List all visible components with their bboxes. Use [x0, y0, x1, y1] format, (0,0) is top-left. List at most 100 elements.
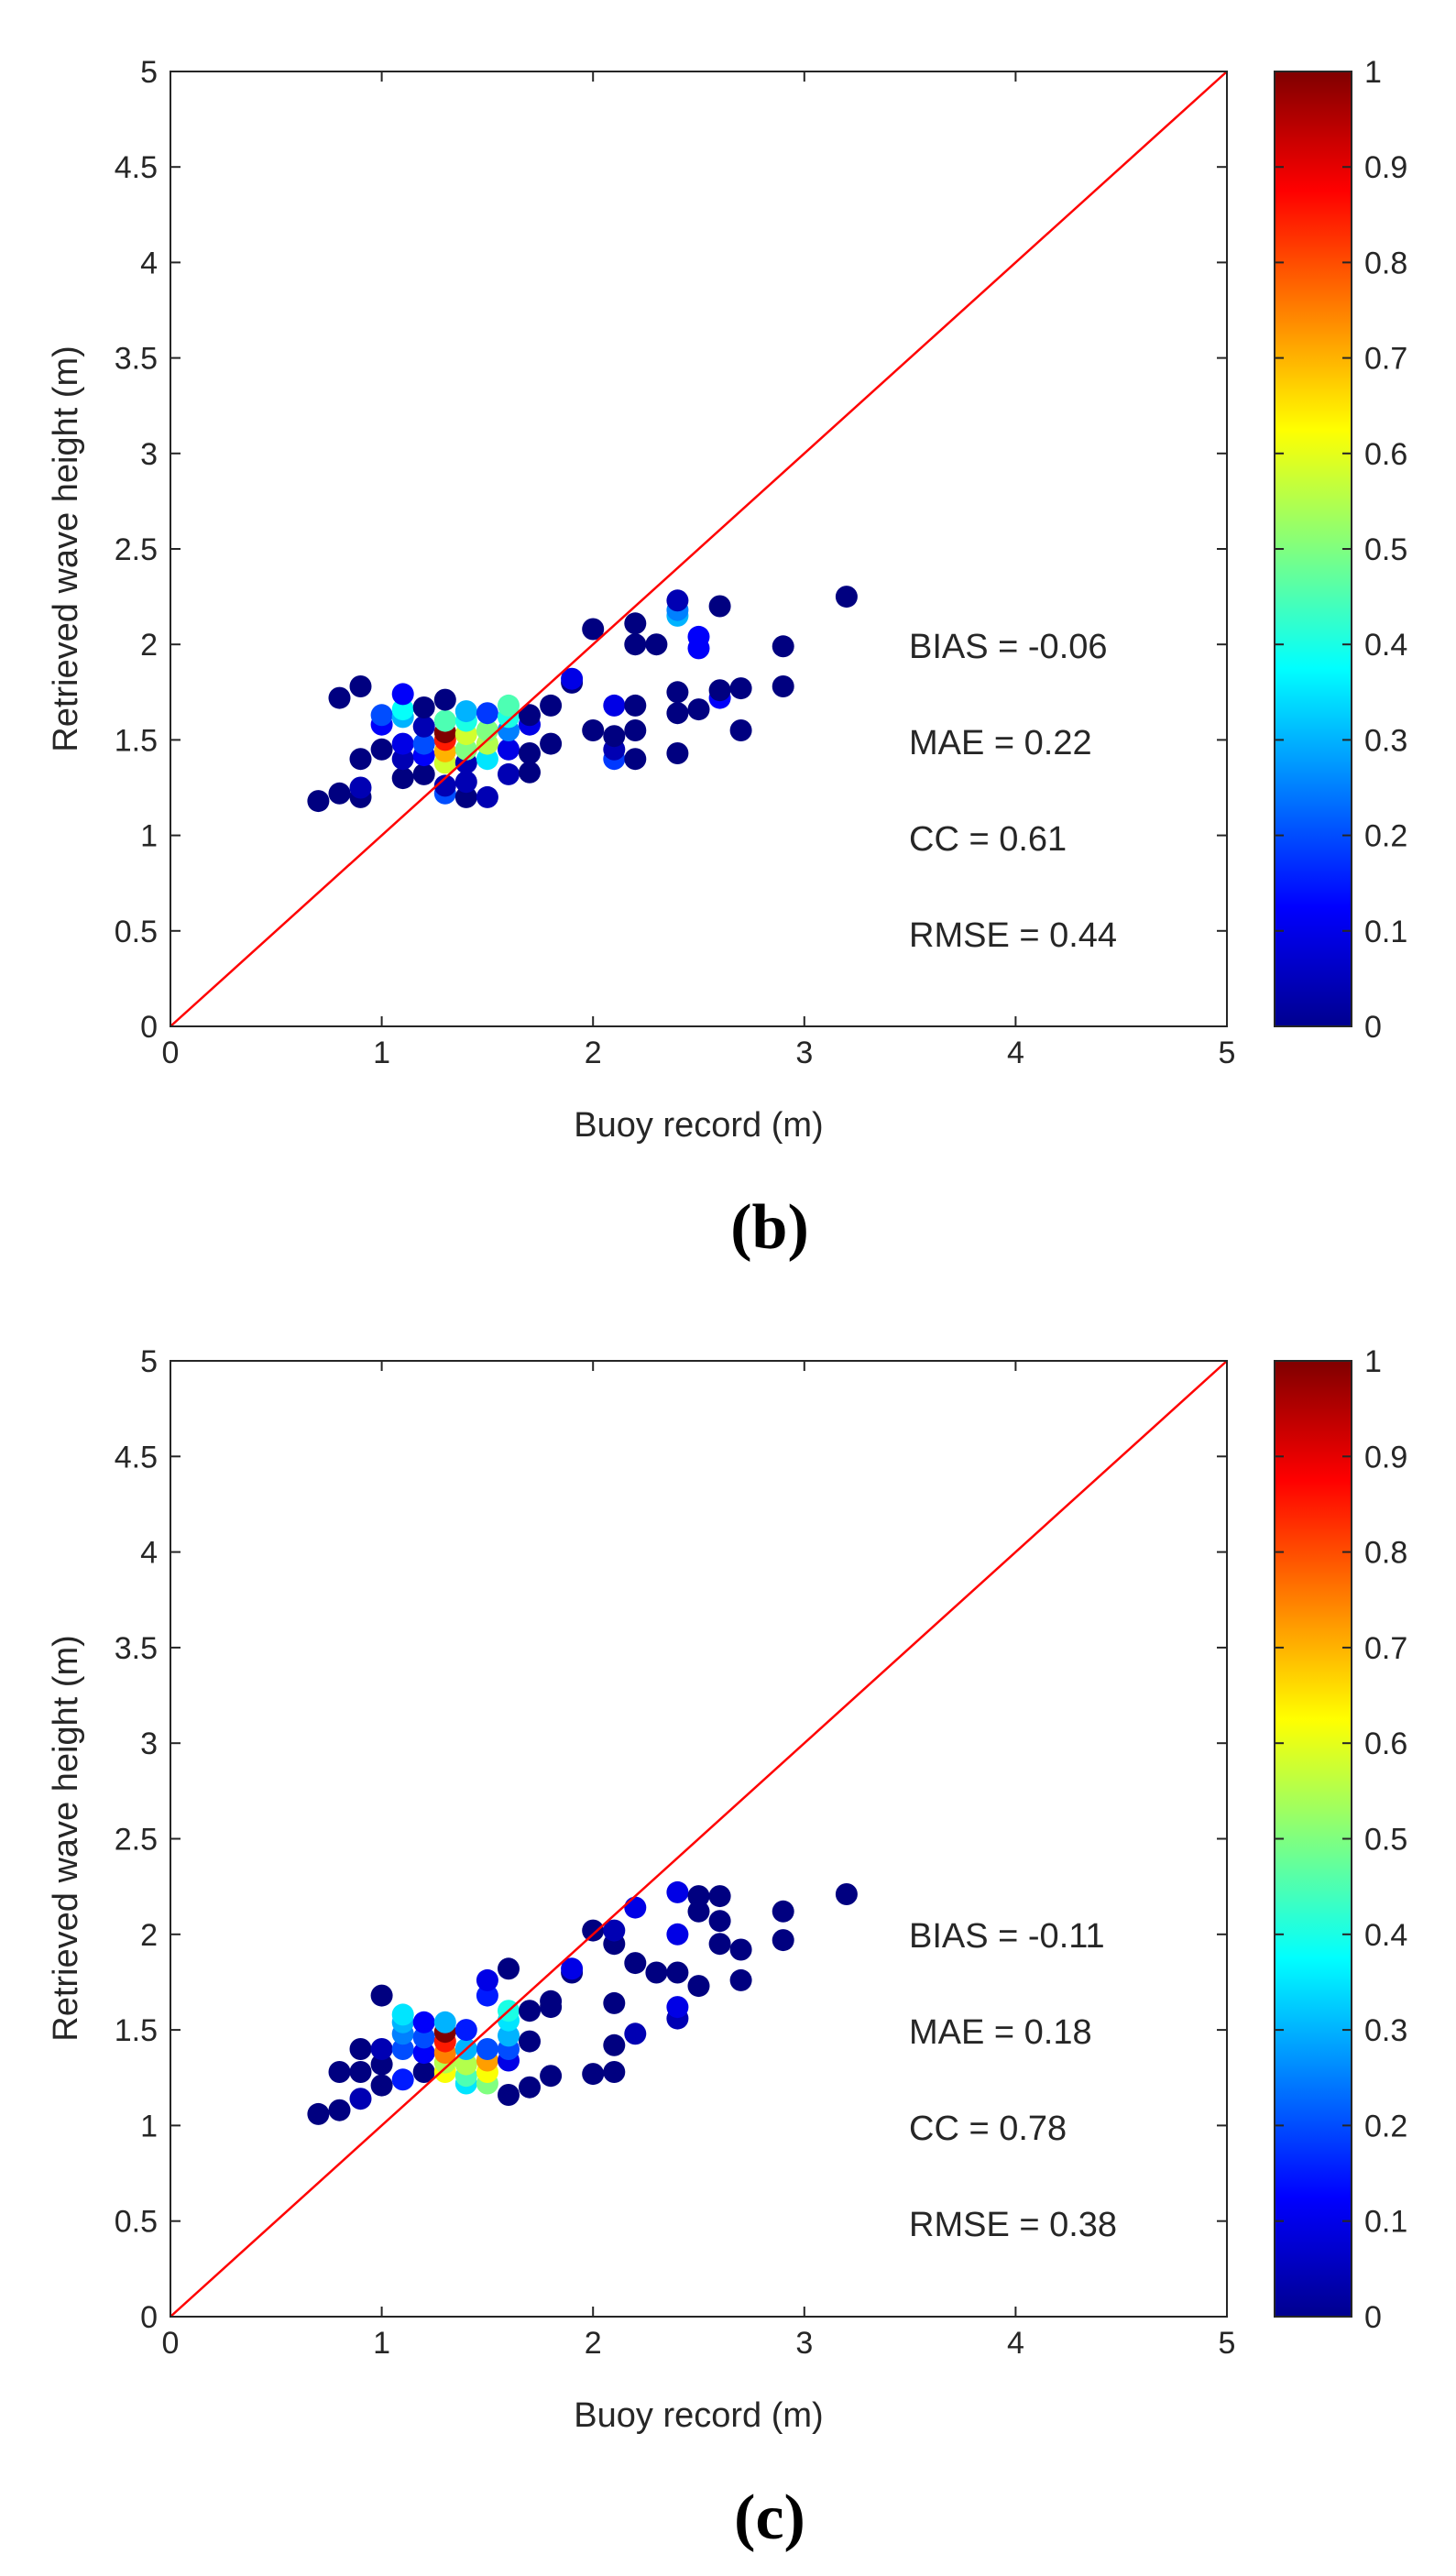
colorbar-tick-label: 0.9: [1364, 150, 1407, 185]
panel-c-colorbar: [1274, 1360, 1352, 2318]
panel-b-point: [328, 782, 351, 805]
panel-b-point: [412, 715, 435, 738]
panel-c-point: [582, 1919, 605, 1942]
panel-c-point: [454, 2019, 477, 2042]
y-tick-label: 4: [140, 246, 158, 280]
colorbar-tick-label: 0.4: [1364, 1918, 1407, 1953]
panel-b-point: [624, 612, 647, 635]
colorbar-tick-label: 0.6: [1364, 437, 1407, 472]
x-tick-label: 2: [585, 1036, 602, 1070]
x-tick-label: 0: [162, 1036, 180, 1070]
panel-c-colorbar-ticks: 0 0.1 0.2 0.3 0.4 0.5 0.6 0.7 0.8 0.9 1: [1275, 1344, 1407, 2335]
panel-c-point: [687, 1975, 710, 1998]
panel-c-y-axis-label: Retrieved wave height (m): [47, 1635, 85, 2042]
panel-c-point: [603, 2033, 626, 2056]
panel-c-points: [307, 1880, 858, 2125]
colorbar-tick-label: 0.8: [1364, 1536, 1407, 1571]
y-tick-label: 4.5: [115, 1440, 158, 1474]
panel-b-point: [476, 785, 498, 808]
x-tick-label: 0: [162, 2326, 180, 2361]
panel-c-point: [476, 1968, 498, 1991]
panel-b-point: [729, 677, 752, 700]
x-tick-label: 1: [373, 2326, 390, 2361]
panel-b-point: [391, 748, 414, 771]
panel-c-point: [624, 1952, 647, 1975]
panel-b-point: [476, 702, 498, 725]
colorbar-tick-label: 0.2: [1364, 2109, 1407, 2143]
panel-b-point: [328, 686, 351, 709]
panel-c-point: [433, 2011, 456, 2033]
panel-c-label: (c): [734, 2483, 805, 2553]
panel-c-point: [307, 2102, 330, 2125]
colorbar-tick-label: 1: [1364, 1344, 1382, 1379]
y-tick-label: 2.5: [115, 1823, 158, 1858]
panel-b-y-ticks: 0 0.5 1 1.5 2 2.5 3 3.5 4 4.5 5: [115, 55, 1227, 1045]
panel-b-point: [708, 595, 731, 618]
y-tick-label: 1: [140, 2109, 158, 2143]
panel-c-point: [412, 2042, 435, 2065]
panel-b-x-axis-label: Buoy record (m): [574, 1106, 823, 1145]
panel-b-point: [391, 698, 414, 721]
colorbar-tick-label: 0.4: [1364, 628, 1407, 663]
panel-c-point: [391, 2038, 414, 2060]
panel-c-point: [370, 2074, 393, 2097]
panel-b-point: [540, 694, 563, 717]
panel-c-point: [603, 1919, 626, 1942]
panel-c-point: [370, 2038, 393, 2060]
panel-c-point: [412, 2061, 435, 2083]
panel-b-label: (b): [730, 1192, 809, 1263]
panel-b-point: [433, 688, 456, 711]
panel-b-point: [666, 742, 689, 764]
colorbar-tick-label: 0.7: [1364, 342, 1407, 377]
x-tick-label: 4: [1007, 2326, 1024, 2361]
panel-b-point: [307, 790, 330, 813]
panel-b-point: [370, 704, 393, 727]
panel-c-x-ticks: 0 1 2 3 4 5: [162, 1361, 1235, 2361]
panel-c-point: [519, 2030, 541, 2053]
panel-b-point: [624, 748, 647, 771]
panel-b-point: [519, 761, 541, 784]
colorbar-tick-label: 0.5: [1364, 1823, 1407, 1858]
panel-b-point: [540, 732, 563, 755]
panel-b-point: [498, 694, 520, 717]
panel-c-identity-line: [170, 1360, 1228, 2318]
panel-c-point: [328, 2099, 351, 2121]
panel-b-point: [645, 633, 668, 656]
colorbar-tick-label: 0.8: [1364, 246, 1407, 280]
panel-b-point: [772, 675, 794, 697]
panel-c-stat-bias: BIAS = -0.11: [909, 1917, 1105, 1956]
panel-b-point: [561, 667, 584, 690]
panel-b: 0 1 2 3 4 5 0 0.5 1 1.5 2 2.5 3 3.5 4 4.5 5 Buoy record…: [47, 55, 1407, 1263]
panel-c-point: [666, 1996, 689, 2019]
y-tick-label: 0.5: [115, 2205, 158, 2240]
panel-b-colorbar: [1274, 71, 1352, 1027]
panel-c-point: [729, 1938, 752, 1961]
panel-b-point: [519, 742, 541, 764]
panel-c-point: [708, 1910, 731, 1933]
colorbar-tick-label: 0.3: [1364, 2013, 1407, 2048]
panel-c-point: [391, 2003, 414, 2026]
x-tick-label: 3: [795, 2326, 813, 2361]
panel-c-point: [476, 1984, 498, 2007]
panel-c-y-ticks: 0 0.5 1 1.5 2 2.5 3 3.5 4 4.5 5: [115, 1344, 1227, 2335]
panel-b-point: [454, 785, 477, 808]
panel-b-point: [666, 589, 689, 612]
panel-b-point: [412, 732, 435, 755]
colorbar-tick-label: 0.6: [1364, 1726, 1407, 1761]
panel-b-point: [708, 679, 731, 702]
panel-c-point: [519, 2000, 541, 2022]
panel-c-point: [666, 1880, 689, 1903]
panel-b-point: [454, 771, 477, 794]
panel-c-point: [624, 1896, 647, 1919]
panel-b-point: [582, 618, 605, 641]
panel-c-point: [540, 1990, 563, 2012]
y-tick-label: 5: [140, 1344, 158, 1379]
x-tick-label: 2: [585, 2326, 602, 2361]
y-tick-label: 0: [140, 1010, 158, 1045]
panel-b-point: [603, 725, 626, 748]
panel-b-point: [624, 719, 647, 741]
panel-b-point: [835, 586, 858, 608]
panel-c-point: [370, 1984, 393, 2007]
panel-b-point: [349, 675, 372, 697]
panel-c-point: [645, 1961, 668, 1984]
